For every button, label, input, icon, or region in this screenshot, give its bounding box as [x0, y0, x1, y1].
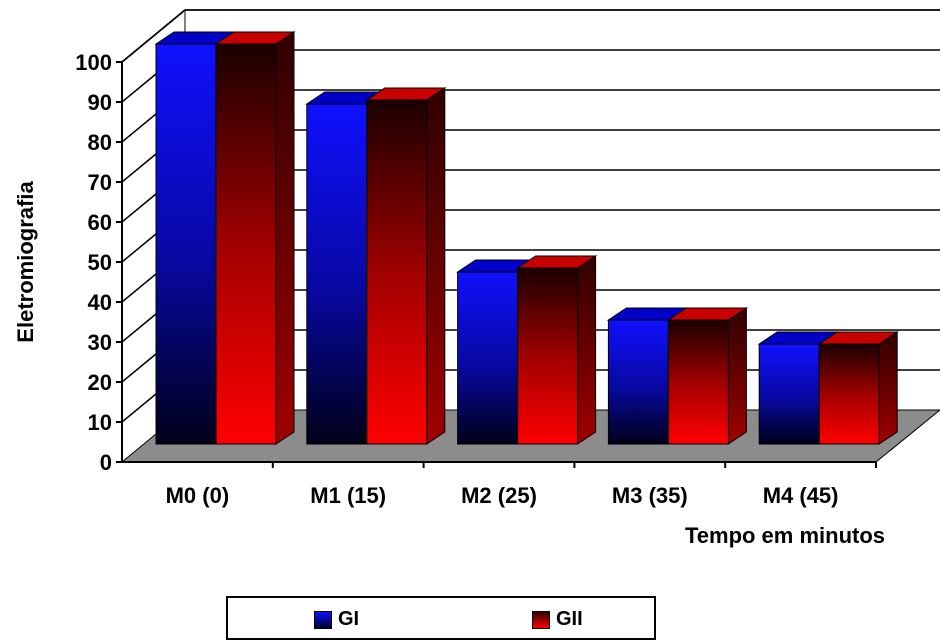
x-axis-label: Tempo em minutos — [685, 523, 885, 548]
legend-item-gi: GI — [314, 608, 359, 631]
y-tick-label: 100 — [75, 50, 112, 75]
gridline-diag — [121, 9, 186, 63]
x-tick-label: M0 (0) — [166, 483, 230, 508]
bar-side-gii — [727, 307, 747, 445]
y-tick-label: 40 — [88, 290, 112, 315]
bars — [154, 31, 899, 445]
y-tick-label: 10 — [88, 410, 112, 435]
y-axis-label: Eletromiografia — [13, 181, 38, 343]
bar-gii — [366, 99, 428, 445]
bar-side-gii — [878, 331, 898, 445]
legend: GI GII — [226, 596, 656, 640]
legend-label-gi: GI — [338, 608, 360, 630]
x-tick-label: M2 (25) — [461, 483, 537, 508]
bar-gii — [215, 43, 277, 445]
x-tick-label: M3 (35) — [612, 483, 688, 508]
bar-gi — [607, 319, 669, 445]
y-tick-label: 0 — [100, 450, 112, 475]
axes: 0 10 20 30 40 50 60 70 80 90 100 M0 (0) M1 (15) M2 (2… — [75, 50, 877, 508]
legend-swatch-gii — [532, 610, 550, 629]
y-tick-label: 60 — [88, 210, 112, 235]
legend-swatch-gi — [314, 610, 332, 629]
y-tick-label: 30 — [88, 330, 112, 355]
bar-gi — [306, 103, 368, 445]
x-tick-label: M1 (15) — [310, 483, 386, 508]
y-tick-label: 80 — [88, 130, 112, 155]
bar-side-gii — [275, 31, 295, 445]
bar-side-gii — [426, 87, 446, 445]
bar-gii — [667, 319, 729, 445]
y-tick-label: 20 — [88, 370, 112, 395]
legend-label-gii: GII — [556, 608, 583, 630]
bar-gi — [155, 43, 217, 445]
y-tick-label: 50 — [88, 250, 112, 275]
bar-gii — [818, 343, 880, 445]
bar-side-gii — [577, 255, 597, 445]
bar-gii — [517, 267, 579, 445]
bar-gi — [758, 343, 820, 445]
bar-gi — [457, 271, 519, 445]
legend-item-gii: GII — [532, 608, 583, 631]
y-tick-label: 90 — [88, 90, 112, 115]
y-tick-label: 70 — [88, 170, 112, 195]
x-tick-label: M4 (45) — [763, 483, 839, 508]
